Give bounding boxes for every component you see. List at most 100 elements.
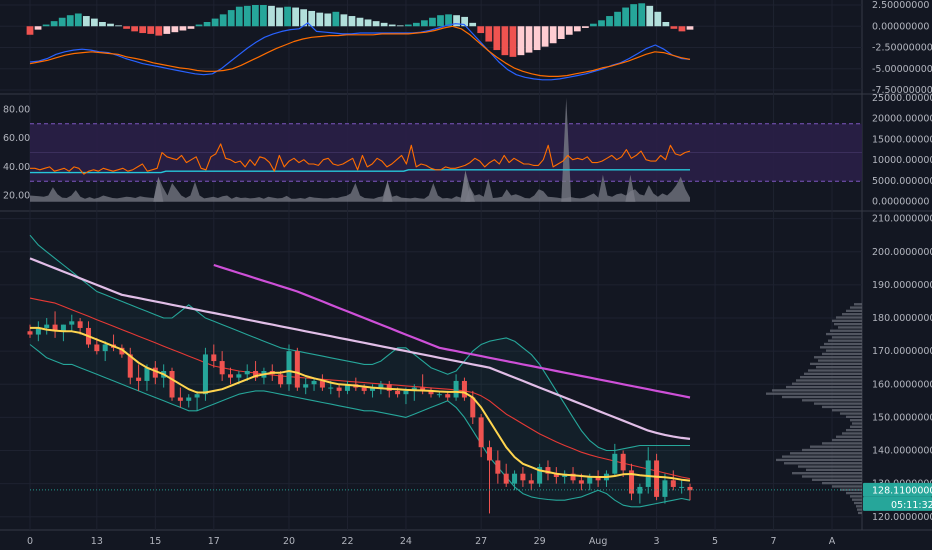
volume-profile-bar [792, 382, 862, 385]
macd-histogram-bar [533, 26, 541, 51]
macd-histogram-bar [115, 25, 122, 27]
time-tick-label: 20 [283, 536, 295, 547]
candle-body [102, 344, 108, 352]
volume-profile-bar [836, 316, 862, 319]
volume-profile-bar [772, 389, 862, 392]
price-tick-label: 200.00000000 [872, 247, 932, 258]
macd-histogram-bar [74, 13, 82, 27]
rsi-line [30, 143, 691, 175]
candle-body [303, 384, 309, 388]
macd-histogram-bar [155, 26, 163, 36]
macd-histogram-bar [638, 3, 646, 27]
volume-profile-bar [838, 326, 862, 329]
volume-profile-bar [850, 495, 862, 498]
volume-profile-bar [776, 458, 862, 462]
volume-profile-bar [808, 369, 862, 372]
volume-profile-bar [854, 501, 862, 505]
macd-histogram-bar [300, 9, 308, 27]
volume-tick-label: 20000.00000000 [872, 114, 932, 125]
volume-profile-bar [830, 329, 862, 332]
volume-tick-label: 0.00000000 [872, 197, 929, 208]
macd-histogram-bar [251, 5, 259, 27]
time-tick-label: Aug [589, 536, 608, 547]
time-tick-label: 5 [712, 536, 718, 547]
macd-histogram-bar [268, 5, 275, 27]
candle-body [670, 480, 676, 487]
volume-profile-bar [792, 472, 862, 475]
price-tick-label: 190.00000000 [872, 280, 932, 291]
volume-profile-bar [858, 511, 862, 515]
candle-body [344, 384, 350, 391]
time-tick-label: 15 [149, 536, 161, 547]
macd-histogram-bar [107, 23, 114, 27]
candle-body [69, 321, 75, 325]
candle-body [436, 394, 442, 396]
candle-body [77, 321, 83, 328]
time-tick-label: 22 [341, 536, 353, 547]
time-tick-label: 27 [475, 536, 487, 547]
macd-histogram-bar [147, 26, 155, 34]
macd-pane[interactable] [26, 3, 694, 81]
macd-histogram-bar [34, 26, 42, 30]
macd-histogram-bar [485, 26, 493, 42]
candle-body [520, 473, 526, 481]
volume-profile-bar [846, 309, 862, 313]
macd-histogram-bar [429, 17, 436, 27]
macd-histogram-bar [340, 14, 348, 27]
volume-profile-bar [818, 359, 862, 362]
volume-profile-bar [812, 478, 862, 481]
candle-body [319, 380, 325, 388]
macd-histogram-bar [91, 18, 98, 27]
candle-body [612, 453, 618, 474]
macd-histogram-bar [614, 11, 621, 27]
candle-body [679, 486, 685, 488]
macd-histogram-bar [139, 26, 147, 34]
macd-histogram-bar [380, 22, 388, 27]
macd-histogram-bar [565, 26, 573, 35]
candle-body [52, 324, 58, 332]
macd-histogram-bar [364, 19, 372, 27]
candle-body [202, 354, 208, 395]
candle-body [537, 467, 543, 484]
volume-profile-bar [840, 488, 862, 491]
candle-body [94, 344, 100, 352]
volume-profile-bar [850, 419, 862, 422]
candle-body [370, 387, 376, 391]
macd-histogram-bar [50, 21, 58, 27]
candle-countdown: 05:11:32 [891, 500, 932, 511]
candle-body [578, 480, 584, 484]
volume-profile-bar [828, 339, 862, 342]
candle-body [495, 460, 501, 474]
macd-histogram-bar [437, 15, 444, 27]
volume-profile-bar [832, 485, 862, 488]
price-axis[interactable]: 2.50000000 0.00000000 -2.50000000 -5.000000… [863, 0, 932, 523]
volume-spike [561, 98, 572, 202]
time-tick-label: 29 [534, 536, 546, 547]
ma-mid-line [29, 297, 691, 480]
ma-long-line [29, 257, 691, 440]
candle-body [420, 387, 426, 391]
macd-histogram-bar [412, 22, 420, 27]
candle-body [553, 473, 559, 477]
volume-profile-bar [852, 498, 862, 501]
volume-profile-bar [822, 352, 862, 356]
macd-histogram-bar [493, 26, 501, 51]
macd-histogram-bar [388, 24, 396, 27]
macd-histogram-bar [260, 5, 267, 27]
rsi-volume-pane[interactable]: 80.00 60.00 40.00 20.00 [3, 98, 862, 202]
volume-profile-bar [842, 313, 862, 316]
price-pane[interactable] [27, 234, 862, 515]
macd-histogram-bar [195, 24, 203, 27]
candle-body [512, 473, 518, 484]
volume-profile-bar [802, 475, 862, 478]
volume-profile-bar [832, 438, 862, 442]
macd-tick-label: 2.50000000 [872, 0, 929, 11]
time-axis[interactable]: 0 13 15 17 20 22 24 27 29 Aug 3 5 7 A [27, 536, 836, 547]
macd-histogram-bar [654, 11, 662, 27]
macd-tick-label: -5.00000000 [872, 64, 932, 75]
macd-histogram-bar [243, 5, 251, 27]
volume-spike [382, 180, 393, 202]
volume-profile-bar [832, 409, 862, 412]
volume-profile-bar [782, 395, 862, 399]
